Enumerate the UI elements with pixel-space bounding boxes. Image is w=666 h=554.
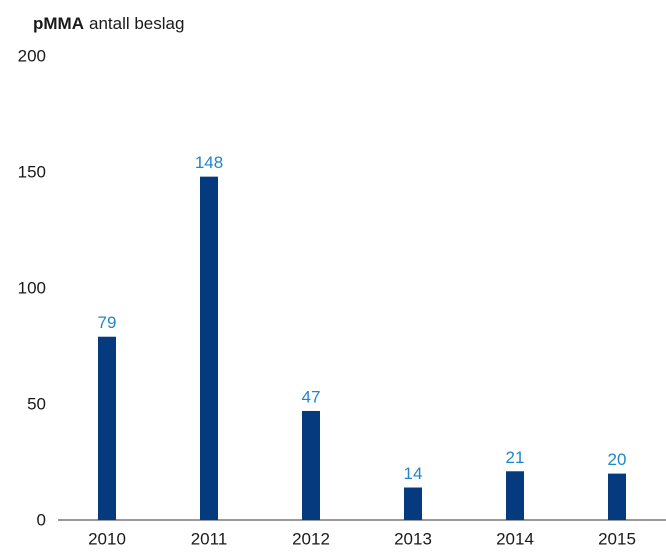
x-tick-label: 2015 <box>598 529 636 548</box>
y-tick-label: 0 <box>37 510 46 529</box>
chart-title-bold: pMMA <box>33 14 84 33</box>
value-label: 20 <box>608 450 627 469</box>
chart-title: pMMA antall beslag <box>33 14 184 33</box>
bar <box>608 473 626 520</box>
bar <box>302 410 320 520</box>
x-tick-label: 2014 <box>496 529 534 548</box>
value-label: 14 <box>404 464 423 483</box>
value-label: 79 <box>98 313 117 332</box>
bar <box>506 471 524 520</box>
y-tick-label: 100 <box>18 278 46 297</box>
value-label: 47 <box>302 387 321 406</box>
bar <box>200 176 218 520</box>
x-tick-label: 2013 <box>394 529 432 548</box>
value-label: 148 <box>195 153 223 172</box>
x-tick-label: 2011 <box>191 529 228 548</box>
x-tick-label: 2012 <box>292 529 330 548</box>
bar <box>98 336 116 520</box>
y-tick-label: 150 <box>18 162 46 181</box>
chart-title-text: antall beslag <box>89 14 184 33</box>
y-tick-label: 200 <box>18 46 46 65</box>
y-tick-label: 50 <box>27 394 46 413</box>
bar <box>404 487 422 520</box>
x-tick-label: 2010 <box>88 529 126 548</box>
value-label: 21 <box>506 448 525 467</box>
